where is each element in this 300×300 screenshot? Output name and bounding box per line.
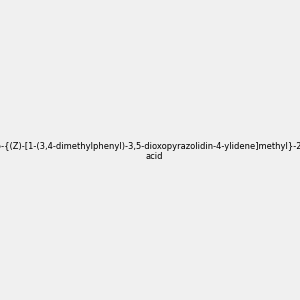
Text: 2-chloro-5-(5-{(Z)-[1-(3,4-dimethylphenyl)-3,5-dioxopyrazolidin-4-ylidene]methyl: 2-chloro-5-(5-{(Z)-[1-(3,4-dimethylpheny… xyxy=(0,142,300,161)
